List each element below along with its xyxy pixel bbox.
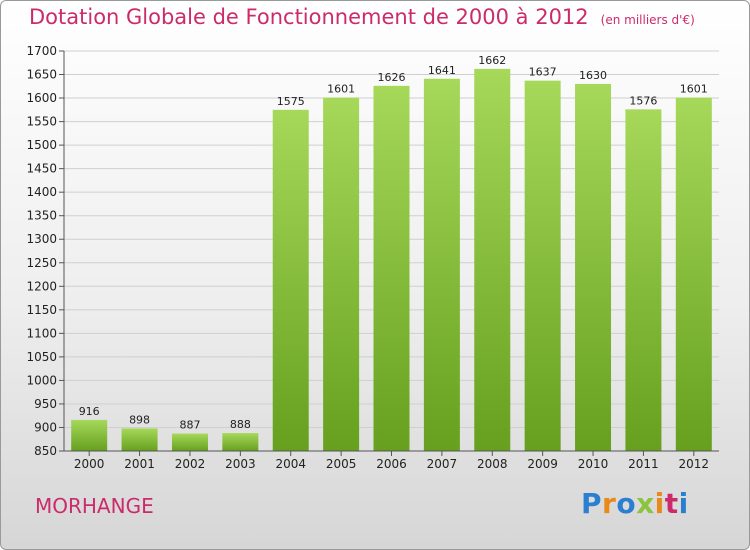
x-tick-label: 2009 [527,457,558,471]
y-tick-label: 1650 [26,68,57,82]
chart-title-text: Dotation Globale de Fonctionnement de 20… [29,5,589,29]
y-axis: 850 900 950 1000 1050 1100 1150 1200 1250 1300 135… [26,44,65,458]
x-tick-label: 2001 [124,457,155,471]
bar-value-label: 916 [79,405,100,418]
logo-letter: i [654,487,665,520]
y-tick-label: 1200 [26,279,57,293]
bar-2005 [323,97,360,452]
x-tick-label: 2004 [275,457,306,471]
logo-letter: o [616,487,637,520]
bar-2011 [625,109,662,452]
bar-value-label: 1662 [478,54,506,67]
bar-2004 [272,109,309,451]
bar-2003 [222,433,259,451]
bar-value-label: 1601 [680,83,708,96]
bar-2006 [373,85,410,451]
logo-letter: r [602,487,617,520]
proxiti-logo: Proxiti [581,487,689,520]
bar-value-label: 1626 [378,71,406,84]
bar-value-label: 1630 [579,69,607,82]
bar-value-label: 898 [129,413,150,426]
bar-value-label: 1601 [327,83,355,96]
y-tick-label: 1400 [26,185,57,199]
x-tick-label: 2002 [175,457,206,471]
y-tick-label: 950 [34,397,57,411]
y-tick-label: 1300 [26,232,57,246]
x-tick-label: 2003 [225,457,256,471]
chart-unit: (en milliers d'€) [600,13,695,27]
x-tick-label: 2012 [679,457,710,471]
y-tick-label: 1700 [26,44,57,58]
logo-letter: P [581,487,603,520]
x-tick-label: 2010 [578,457,609,471]
y-tick-label: 1500 [26,138,57,152]
commune-name: MORHANGE [35,494,154,518]
bar-2008 [474,68,511,451]
bar-value-label: 1641 [428,64,456,77]
y-tick-label: 1050 [26,350,57,364]
y-tick-label: 1600 [26,91,57,105]
bar-2007 [423,78,460,451]
y-tick-label: 1000 [26,373,57,387]
x-tick-label: 2011 [628,457,659,471]
bar-value-label: 888 [230,418,251,431]
x-tick-label: 2005 [326,457,357,471]
x-axis: 2000 2001 2002 2003 2004 2005 2006 2007 2008 2009… [64,450,719,471]
y-tick-label: 1100 [26,326,57,340]
y-tick-label: 1150 [26,303,57,317]
x-tick-label: 2006 [376,457,407,471]
y-tick-label: 900 [34,420,57,434]
bar-2010 [575,83,612,452]
bar-2002 [171,433,208,451]
bar-2012 [675,97,712,452]
logo-letter: x [636,487,655,520]
x-tick-label: 2000 [74,457,105,471]
bar-2009 [524,80,561,451]
bar-value-label: 887 [179,419,200,432]
y-tick-label: 1250 [26,256,57,270]
y-tick-label: 1450 [26,162,57,176]
bar-value-label: 1637 [529,66,557,79]
y-tick-label: 1350 [26,209,57,223]
bar-2000 [71,419,108,451]
x-tick-label: 2007 [427,457,458,471]
logo-letter: t [664,487,679,520]
chart-title: Dotation Globale de Fonctionnement de 20… [29,5,695,29]
bar-value-label: 1576 [629,94,657,107]
x-tick-label: 2008 [477,457,508,471]
bars: 916 898 887 888 1575 1601 1626 1641 1662 1637 1630… [71,54,712,452]
y-tick-label: 1550 [26,115,57,129]
bar-2001 [121,428,158,451]
y-tick-label: 850 [34,444,57,458]
logo-letter: i [678,487,689,520]
bar-value-label: 1575 [277,95,305,108]
